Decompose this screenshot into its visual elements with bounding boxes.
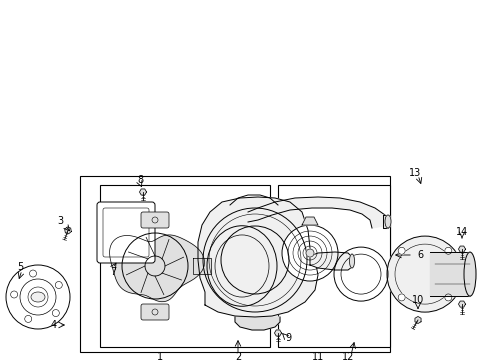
Circle shape	[444, 294, 451, 301]
Ellipse shape	[384, 215, 390, 228]
Circle shape	[305, 249, 313, 257]
Text: 5: 5	[17, 262, 23, 272]
Bar	[100, 185, 269, 347]
Circle shape	[282, 225, 337, 281]
Text: 14: 14	[455, 227, 467, 237]
Bar	[429, 252, 469, 296]
Polygon shape	[198, 197, 317, 317]
Polygon shape	[109, 235, 204, 302]
Text: 13: 13	[408, 168, 420, 178]
Polygon shape	[382, 215, 387, 228]
Polygon shape	[64, 227, 71, 234]
Ellipse shape	[31, 292, 45, 302]
Circle shape	[6, 265, 70, 329]
Polygon shape	[458, 246, 465, 252]
Polygon shape	[414, 316, 420, 324]
Bar	[80, 176, 389, 352]
Polygon shape	[139, 189, 146, 195]
FancyBboxPatch shape	[103, 208, 149, 257]
Text: 4: 4	[51, 320, 57, 330]
Polygon shape	[247, 197, 387, 228]
FancyBboxPatch shape	[97, 202, 155, 263]
Bar	[278, 185, 389, 347]
Text: 11: 11	[311, 352, 324, 360]
Text: 1: 1	[157, 352, 163, 360]
Text: 10: 10	[411, 295, 423, 305]
Polygon shape	[458, 301, 465, 307]
Polygon shape	[193, 258, 210, 274]
Text: 9: 9	[285, 333, 290, 343]
Circle shape	[397, 247, 405, 254]
Polygon shape	[302, 217, 317, 225]
Polygon shape	[274, 330, 281, 336]
Text: 7: 7	[110, 267, 116, 277]
Text: 6: 6	[416, 250, 422, 260]
Circle shape	[444, 247, 451, 254]
Circle shape	[333, 247, 387, 301]
Polygon shape	[309, 252, 351, 270]
Ellipse shape	[463, 252, 475, 296]
Ellipse shape	[349, 254, 354, 268]
Text: 8: 8	[137, 175, 143, 185]
Circle shape	[397, 294, 405, 301]
Circle shape	[386, 236, 462, 312]
Text: 3: 3	[57, 216, 63, 226]
FancyBboxPatch shape	[141, 304, 169, 320]
FancyBboxPatch shape	[141, 212, 169, 228]
Text: 2: 2	[234, 352, 241, 360]
Polygon shape	[235, 317, 280, 330]
Text: 12: 12	[341, 352, 353, 360]
